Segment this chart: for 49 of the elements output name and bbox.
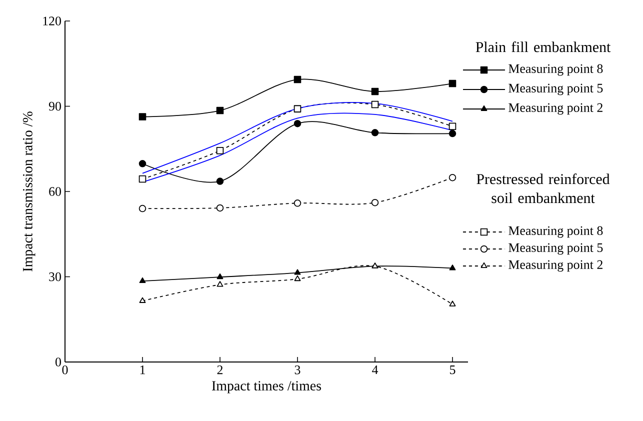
point bbox=[139, 297, 146, 303]
point bbox=[294, 120, 302, 128]
point bbox=[216, 273, 224, 280]
point bbox=[294, 105, 302, 112]
point bbox=[371, 129, 379, 136]
point bbox=[448, 80, 456, 88]
point bbox=[448, 174, 456, 182]
x-tick-label: 2 bbox=[217, 366, 223, 374]
point bbox=[216, 178, 224, 185]
point bbox=[448, 122, 456, 130]
x-tick-label: 4 bbox=[372, 366, 378, 374]
x-tick-label: 5 bbox=[450, 366, 456, 374]
y-tick-label: 60 bbox=[49, 187, 61, 196]
point bbox=[371, 88, 379, 96]
x-axis-title: Impact times /times bbox=[212, 381, 322, 394]
legend-label: Measuring point 2 bbox=[508, 260, 602, 272]
point bbox=[139, 277, 146, 284]
point bbox=[216, 281, 224, 287]
point bbox=[216, 106, 224, 114]
point bbox=[449, 264, 456, 270]
point bbox=[294, 269, 301, 275]
x-tick-label: 3 bbox=[294, 366, 300, 374]
text: Plain fill embankment bbox=[476, 42, 611, 52]
point bbox=[138, 204, 146, 212]
point bbox=[294, 76, 302, 84]
point bbox=[294, 275, 301, 282]
legend-label: Measuring point 5 bbox=[508, 243, 603, 255]
point bbox=[448, 130, 456, 138]
point bbox=[216, 204, 224, 212]
legend-label: Measuring point 2 bbox=[508, 103, 602, 115]
x-tick-label: 0 bbox=[62, 366, 68, 374]
y-tick-label: 90 bbox=[48, 102, 61, 111]
x-tick-label: 1 bbox=[140, 366, 145, 374]
y-tick-label: 120 bbox=[43, 16, 61, 26]
legend-label: Measuring point 8 bbox=[508, 226, 603, 238]
point bbox=[371, 198, 379, 206]
text: Prestressed reinforced soil embankment bbox=[476, 174, 610, 204]
point bbox=[138, 175, 146, 183]
y-tick-label: 0 bbox=[56, 358, 61, 366]
point bbox=[138, 113, 146, 120]
point bbox=[138, 160, 146, 168]
y-axis-title: Impact transmission ratio /% bbox=[22, 112, 36, 272]
point bbox=[449, 300, 456, 306]
y-tick-label: 30 bbox=[49, 272, 61, 282]
point bbox=[294, 200, 302, 207]
legend-label: Measuring point 5 bbox=[508, 84, 603, 96]
point bbox=[216, 146, 224, 154]
point bbox=[371, 100, 379, 108]
legend-label: Measuring point 8 bbox=[508, 64, 603, 76]
